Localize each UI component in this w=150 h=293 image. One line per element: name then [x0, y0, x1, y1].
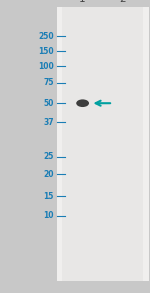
Text: 1: 1	[79, 0, 86, 4]
Text: 20: 20	[44, 170, 54, 179]
Text: 37: 37	[43, 118, 54, 127]
Text: 75: 75	[44, 78, 54, 87]
Text: 50: 50	[44, 99, 54, 108]
Ellipse shape	[76, 99, 89, 107]
Text: 25: 25	[44, 152, 54, 161]
Bar	[57, 7, 148, 281]
Text: 10: 10	[44, 211, 54, 220]
Bar	[103, 7, 143, 281]
Text: 100: 100	[38, 62, 54, 71]
Text: 150: 150	[38, 47, 54, 56]
Bar	[63, 7, 103, 281]
Text: 2: 2	[120, 0, 126, 4]
Text: 15: 15	[44, 192, 54, 201]
Text: 250: 250	[38, 32, 54, 41]
